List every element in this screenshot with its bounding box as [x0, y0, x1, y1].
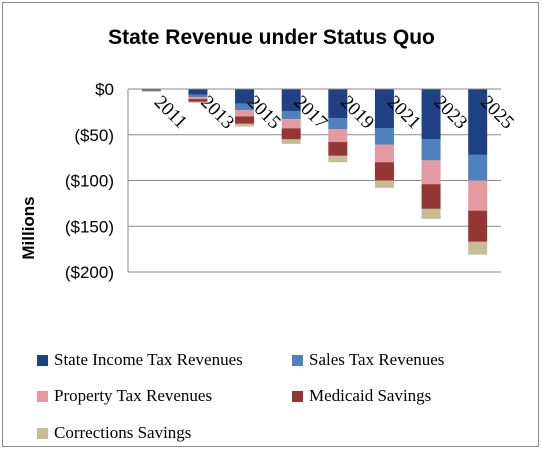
bar-segment — [328, 118, 348, 130]
bar-segment — [374, 128, 394, 145]
bar-segment — [141, 89, 161, 91]
bar-segment — [468, 89, 488, 155]
bar-segment — [328, 129, 348, 143]
chart-frame — [2, 2, 539, 447]
bar-segment — [188, 89, 208, 95]
bar-segment — [188, 97, 208, 100]
bar-segment — [421, 139, 441, 161]
bar-segment — [468, 154, 488, 181]
y-tick-label: ($200) — [65, 263, 114, 282]
bar-segment — [421, 208, 441, 219]
bar-segment — [421, 184, 441, 209]
bar-segment — [374, 180, 394, 188]
bar-segment — [374, 144, 394, 163]
bar-segment — [374, 89, 394, 129]
bar-segment — [281, 89, 301, 111]
bar-segment — [141, 90, 161, 92]
y-tick-label: ($150) — [65, 217, 114, 236]
bar-segment — [468, 241, 488, 255]
y-tick-label: ($50) — [74, 126, 114, 145]
bar-segment — [328, 89, 348, 119]
bar-segment — [328, 155, 348, 163]
y-tick-label: $0 — [95, 80, 114, 99]
bar-segment — [188, 99, 208, 102]
bar-segment — [374, 162, 394, 181]
bar-segment — [421, 160, 441, 185]
bar-segment — [141, 91, 161, 92]
bar-segment — [281, 110, 301, 120]
bar-segment — [235, 89, 255, 104]
bar-segment — [235, 103, 255, 111]
x-tick-label: 2011 — [150, 92, 191, 133]
bar-segment — [328, 142, 348, 156]
bar-segment — [468, 210, 488, 242]
bar-segment — [281, 119, 301, 129]
bar-segment — [188, 94, 208, 98]
chart-title: State Revenue under Status Quo — [108, 26, 435, 49]
bar-segment — [281, 139, 301, 144]
bar-segment — [421, 89, 441, 140]
bar-segment — [468, 180, 488, 211]
bar-segment — [281, 128, 301, 140]
bar-segment — [188, 101, 208, 103]
bars-layer — [141, 89, 488, 255]
bar-segment — [235, 110, 255, 117]
bar-segment — [235, 123, 255, 127]
y-tick-label: ($100) — [65, 172, 114, 191]
bar-segment — [235, 116, 255, 124]
